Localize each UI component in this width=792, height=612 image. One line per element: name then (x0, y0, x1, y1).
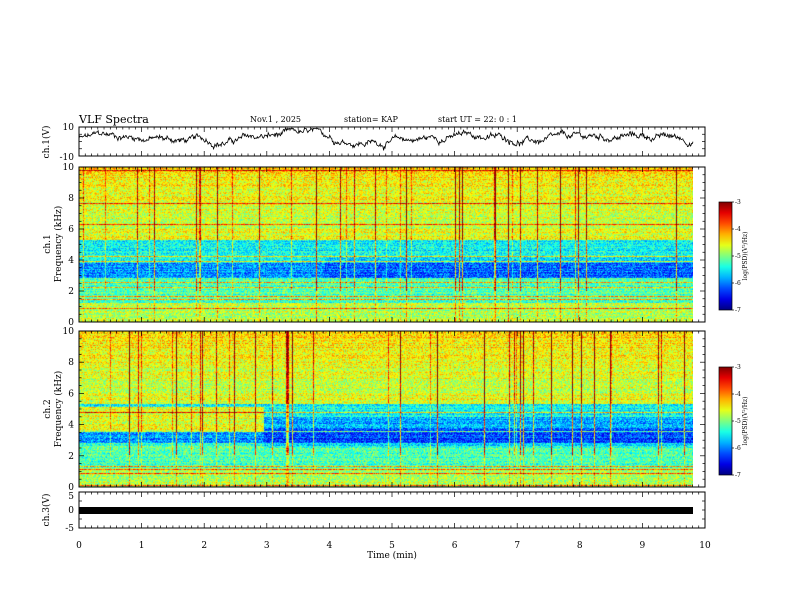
colorbar-label: log(PSD)(V²/Hz) (742, 232, 749, 281)
time-tick-label: 3 (264, 541, 270, 551)
ch1-ytick-bottom: -10 (60, 153, 75, 163)
time-tick-label: 9 (640, 541, 646, 551)
time-tick-label: 1 (139, 541, 145, 551)
freq-tick-label: 4 (68, 256, 74, 266)
time-tick-label: 4 (327, 541, 333, 551)
time-tick-label: 10 (699, 541, 711, 551)
colorbar-tick-label: -4 (735, 391, 741, 398)
ch1-spectrogram-panel: 0 2 4 6 8 10 ch.1 Frequency (kHz) (43, 163, 706, 328)
time-tick-label: 2 (201, 541, 207, 551)
ch1-waveform-ylabel: ch.1(V) (41, 126, 52, 159)
ch3-ytick-top: 5 (68, 492, 74, 502)
figure-title: VLF Spectra (78, 113, 149, 126)
colorbar-tick-label: -3 (735, 199, 741, 206)
ch2-spectrogram-ylabel-line2: Frequency (kHz) (53, 371, 64, 448)
freq-tick-label: 6 (68, 225, 74, 235)
ch2-colorbar: -3 -4 -5 -6 -7 log(PSD)(V²/Hz) (718, 364, 749, 479)
time-axis: 0 1 2 3 4 5 6 7 8 9 10 (76, 127, 711, 551)
header-date: Nov.1 , 2025 (250, 115, 301, 124)
colorbar-tick-label: -5 (735, 418, 741, 425)
colorbar-tick-label: -6 (735, 445, 741, 452)
colorbar-tick-label: -4 (735, 226, 741, 233)
ch1-spectrogram-image (79, 167, 693, 322)
colorbar-scale (718, 366, 733, 476)
freq-tick-label: 0 (68, 318, 74, 328)
colorbar-tick-label: -7 (735, 472, 741, 479)
ch3-waveform-ylabel: ch.3(V) (41, 494, 52, 527)
freq-tick-label: 10 (63, 163, 75, 173)
time-tick-label: 5 (389, 541, 395, 551)
ch1-waveform-trace (78, 127, 694, 151)
freq-tick-label: 10 (63, 327, 75, 337)
ch1-spectrogram-ylabel-line1: ch.1 (43, 234, 53, 253)
freq-tick-label: 6 (68, 389, 74, 399)
colorbar-label: log(PSD)(V²/Hz) (742, 397, 749, 446)
freq-tick-label: 8 (68, 358, 74, 368)
freq-tick-label: 4 (68, 421, 74, 431)
colorbar-tick-label: -5 (735, 253, 741, 260)
colorbar-tick-label: -3 (735, 364, 741, 371)
ch2-spectrogram-yticks: 0 2 4 6 8 10 (63, 327, 705, 493)
freq-tick-label: 2 (68, 287, 74, 297)
colorbar-tick-label: -6 (735, 280, 741, 287)
ch3-waveform-trace (79, 507, 693, 514)
time-tick-label: 6 (452, 541, 458, 551)
ch2-spectrogram-ylabel-line1: ch.2 (43, 399, 53, 418)
ch2-spectrogram-panel: 0 2 4 6 8 10 ch.2 Frequency (kHz) (43, 327, 706, 493)
header-station: station= KAP (344, 115, 399, 124)
ch1-ytick-top: 10 (63, 123, 75, 133)
ch3-ytick-bottom: -5 (65, 524, 74, 534)
colorbar-tick-label: -7 (735, 307, 741, 314)
colorbar-scale (718, 201, 733, 311)
freq-tick-label: 0 (68, 483, 74, 493)
time-tick-label: 7 (514, 541, 520, 551)
ch1-colorbar: -3 -4 -5 -6 -7 log(PSD)(V²/Hz) (718, 199, 749, 314)
freq-tick-label: 8 (68, 194, 74, 204)
header-start-time: start UT = 22: 0 : 1 (438, 115, 517, 124)
ch2-spectrogram-image (79, 331, 693, 487)
ch1-spectrogram-ylabel-line2: Frequency (kHz) (53, 206, 64, 283)
freq-tick-label: 2 (68, 452, 74, 462)
time-tick-label: 8 (577, 541, 583, 551)
ch3-ytick-mid: 0 (68, 506, 74, 516)
ch1-spectrogram-yticks: 0 2 4 6 8 10 (63, 163, 705, 328)
time-tick-label: 0 (76, 541, 82, 551)
time-axis-label: Time (min) (367, 550, 417, 561)
